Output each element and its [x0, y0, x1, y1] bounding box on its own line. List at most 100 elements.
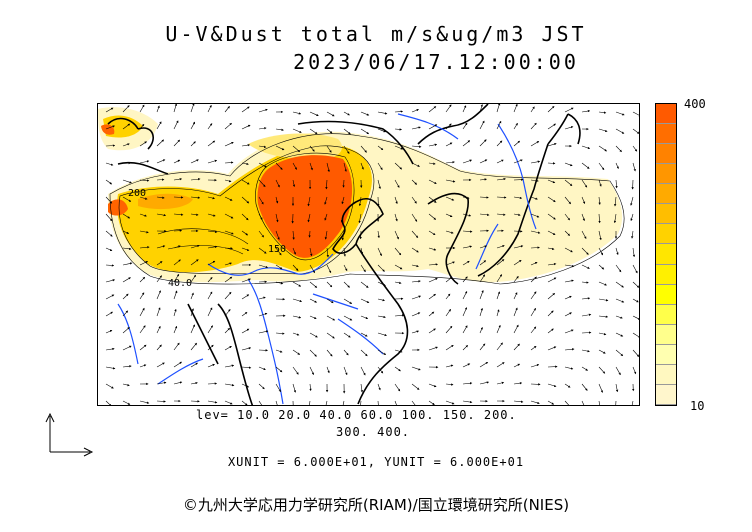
wind-arrow — [598, 315, 609, 318]
wind-arrow — [615, 383, 619, 393]
wind-arrow — [615, 162, 619, 170]
wind-arrow — [173, 342, 180, 351]
wind-arrow — [360, 400, 362, 405]
wind-arrow — [581, 331, 592, 334]
wind-arrow — [547, 328, 554, 334]
wind-arrow — [326, 145, 332, 153]
wind-arrow — [496, 342, 503, 351]
wind-arrow — [341, 196, 345, 205]
wind-arrow — [445, 230, 454, 234]
wind-arrow — [630, 196, 634, 206]
wind-arrow — [428, 293, 436, 300]
wind-arrow — [394, 366, 401, 372]
wind-arrow — [394, 349, 403, 353]
wind-arrow — [139, 261, 149, 266]
wind-arrow — [224, 262, 232, 266]
wind-arrow — [445, 383, 454, 386]
wind-arrow — [394, 110, 404, 113]
wind-arrow — [309, 145, 315, 152]
wind-arrow — [105, 162, 114, 166]
wind-arrow — [173, 213, 184, 216]
wind-arrow — [615, 315, 623, 319]
wind-arrow — [428, 263, 439, 266]
wind-arrow — [360, 111, 370, 116]
wind-arrow — [530, 326, 537, 334]
wind-arrow — [479, 159, 488, 164]
wind-arrow — [394, 162, 403, 170]
wind-arrow — [445, 364, 454, 368]
wind-arrow — [445, 196, 455, 201]
wind-arrow — [139, 104, 145, 113]
wind-arrow — [411, 162, 420, 167]
wind-arrow — [156, 261, 163, 266]
wind-arrow — [139, 196, 148, 200]
wind-arrow — [513, 324, 519, 334]
wind-arrow — [343, 332, 351, 338]
wind-arrow — [479, 290, 484, 300]
wind-arrow — [275, 213, 279, 223]
wind-arrow — [377, 400, 379, 405]
wind-arrow — [292, 264, 299, 271]
wind-arrow — [360, 315, 369, 320]
wind-arrow — [411, 213, 418, 222]
wind-arrow — [547, 400, 555, 405]
wind-arrow — [632, 247, 636, 258]
wind-arrow — [377, 128, 387, 133]
wind-arrow — [105, 247, 113, 251]
wind-arrow — [547, 162, 556, 165]
wind-arrow — [122, 400, 131, 405]
wind-arrow — [564, 213, 570, 221]
wind-arrow — [564, 312, 572, 317]
wind-arrow — [105, 311, 114, 317]
wind-arrow — [224, 383, 235, 387]
wind-arrow — [241, 247, 250, 251]
map-datetime: 2023/06/17.12:00:00 — [293, 50, 579, 74]
wind-arrow — [190, 362, 199, 368]
wind-arrow — [343, 281, 350, 288]
wind-arrow — [190, 308, 194, 317]
wind-arrow — [224, 345, 232, 351]
contour-label-200: 200 — [128, 188, 146, 199]
wind-arrow — [598, 349, 606, 354]
wind-arrow — [479, 274, 486, 283]
wind-arrow — [428, 383, 437, 388]
scale-swatch — [656, 144, 676, 165]
wind-arrow — [360, 145, 367, 153]
wind-arrow — [377, 349, 387, 355]
wind-arrow — [564, 264, 575, 268]
wind-arrow — [292, 145, 301, 153]
wind-arrow — [241, 366, 252, 369]
wind-arrow — [173, 139, 181, 147]
rivers — [117, 113, 537, 405]
wind-arrow — [224, 230, 234, 235]
wind-arrow — [292, 349, 301, 355]
wind-arrow — [309, 349, 317, 357]
wind-arrow — [122, 213, 131, 219]
wind-arrow — [258, 312, 268, 317]
wind-arrow — [326, 281, 333, 288]
wind-arrow — [190, 259, 199, 266]
wind-arrow — [343, 145, 350, 154]
contour-levels-line2: 300. 400. — [336, 425, 411, 439]
wind-arrow — [190, 196, 201, 199]
wind-arrow — [411, 247, 419, 253]
wind-arrow — [207, 382, 218, 385]
wind-arrow — [394, 314, 405, 317]
wind-arrow — [598, 196, 601, 205]
wind-arrow — [394, 145, 404, 150]
wind-arrow — [324, 230, 328, 240]
wind-arrow — [105, 347, 115, 351]
wind-arrow — [615, 366, 621, 376]
wind-arrow — [377, 162, 383, 171]
wind-arrow — [530, 400, 540, 405]
wind-arrow — [173, 159, 181, 164]
wind-arrow — [275, 145, 285, 151]
wind-arrow — [139, 230, 149, 234]
wind-arrow — [139, 325, 146, 334]
wind-arrow — [496, 120, 502, 130]
wind-arrow — [258, 400, 263, 405]
wind-arrow — [156, 196, 165, 199]
color-scale-bar — [655, 103, 677, 406]
wind-arrow — [105, 213, 113, 222]
wind-arrow — [598, 264, 605, 270]
